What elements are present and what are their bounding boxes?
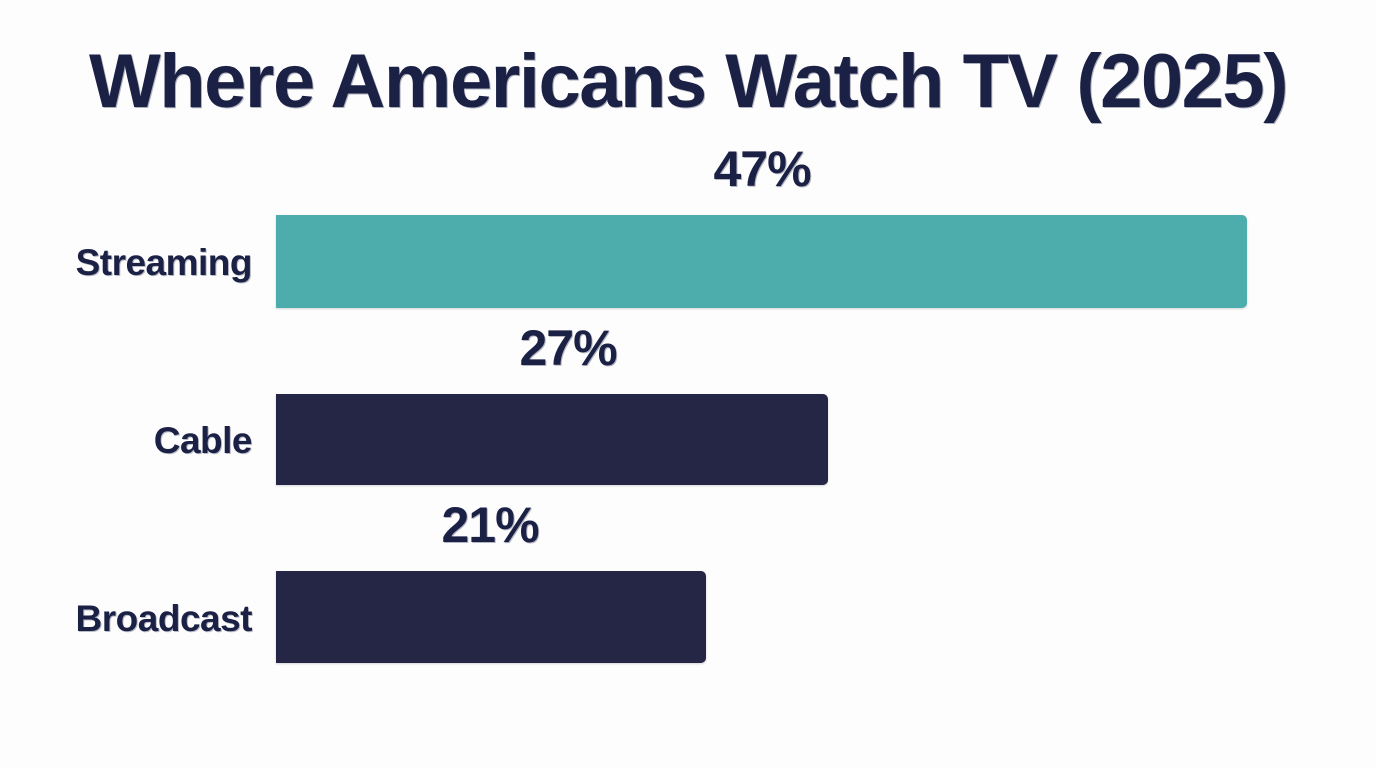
bar-category-label-cable: Cable <box>153 420 253 461</box>
chart-title: Where Americans Watch TV (2025) <box>88 39 1289 124</box>
bar-value-label-broadcast: 21% <box>441 497 539 553</box>
bar-streaming[interactable] <box>276 215 1247 308</box>
bar-broadcast[interactable] <box>276 571 706 663</box>
bar-category-label-streaming: Streaming <box>75 242 253 283</box>
bar-track-cable <box>276 394 1376 485</box>
bar-cable[interactable] <box>276 394 828 485</box>
bar-value-label-streaming: 47% <box>713 141 811 197</box>
bar-track-streaming <box>276 215 1376 308</box>
bar-category-label-broadcast: Broadcast <box>75 598 253 639</box>
bar-value-label-cable: 27% <box>519 320 617 376</box>
bar-track-broadcast <box>276 571 1376 663</box>
bar-chart-plot-area: 47% Streaming 27% Cable 21% Broadcast <box>0 130 1376 690</box>
